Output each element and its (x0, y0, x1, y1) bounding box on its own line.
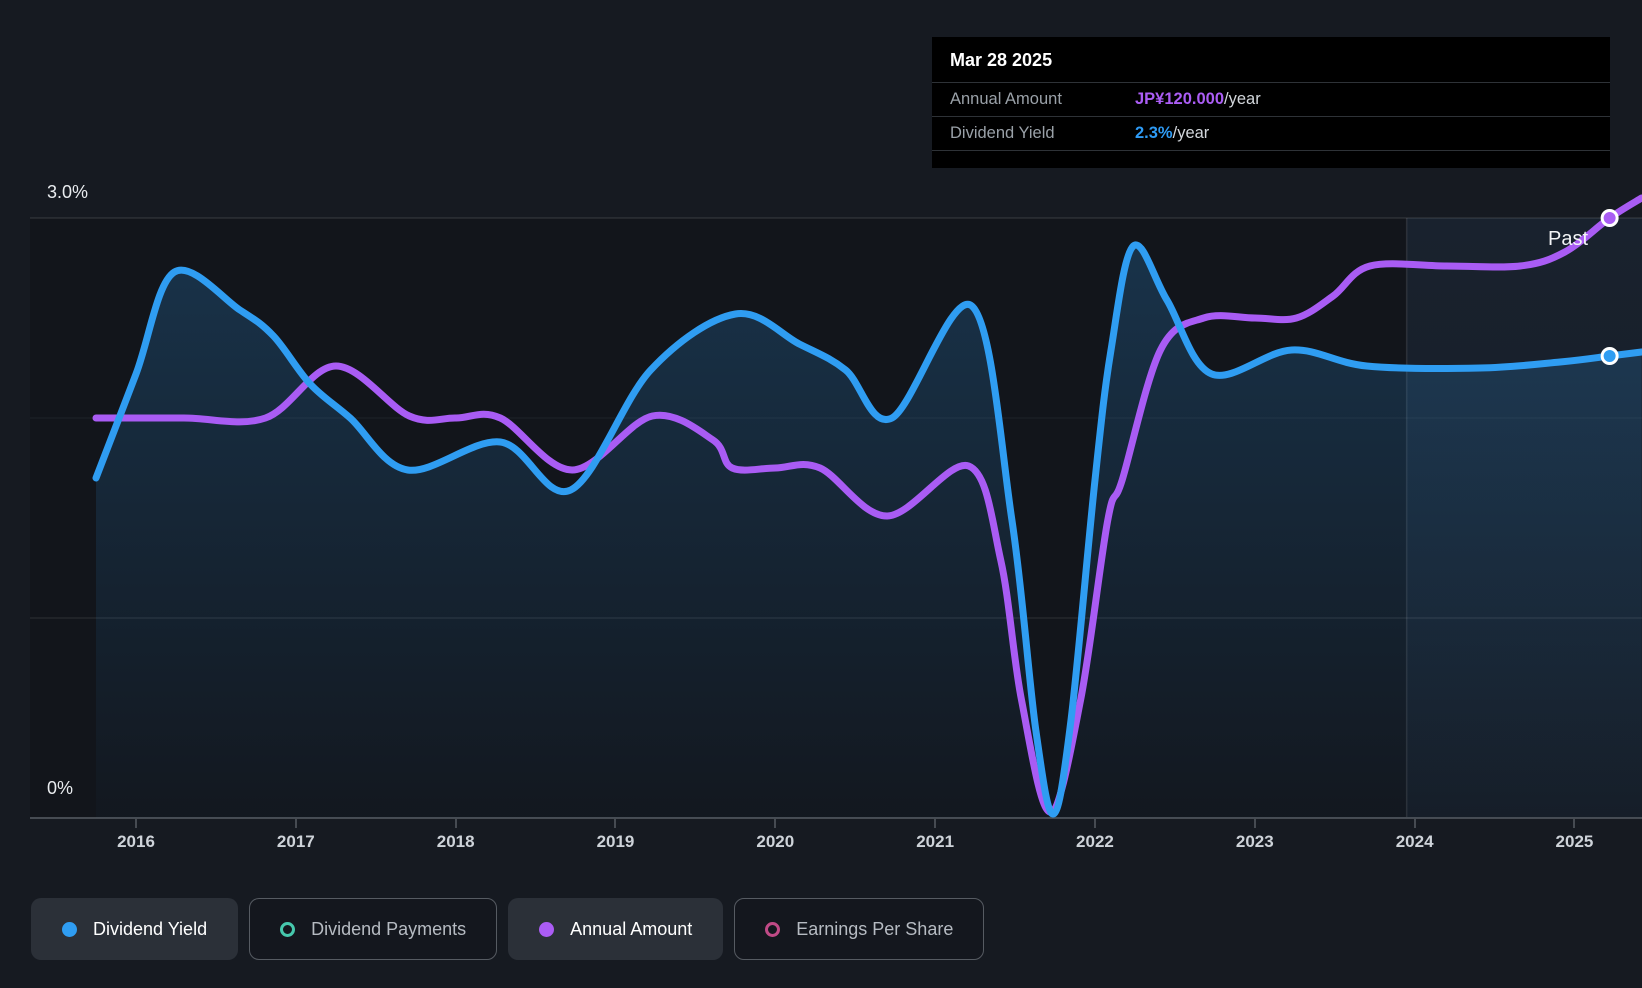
dividend-yield-area-fill (96, 244, 1642, 818)
past-annotation-label: Past (1548, 228, 1589, 250)
annual-amount-end-marker (1600, 209, 1619, 227)
x-axis-tick (1413, 819, 1416, 828)
x-axis-year-2019: 2019 (596, 832, 635, 851)
legend-button-earnings-per-share[interactable]: Earnings Per Share (734, 898, 985, 960)
x-axis-year-2017: 2017 (276, 832, 315, 851)
legend-button-label: Annual Amount (570, 918, 693, 939)
x-axis-tick (614, 819, 617, 828)
x-axis-year-2016: 2016 (117, 832, 155, 851)
chart-tooltip: Mar 28 2025 Annual Amount JP¥120.000/yea… (932, 37, 1610, 168)
x-axis-tick (1573, 819, 1576, 828)
tooltip-suffix: /year (1224, 90, 1261, 108)
annual-amount-line (92, 194, 1642, 816)
x-axis-year-2020: 2020 (756, 832, 795, 851)
tooltip-label: Annual Amount (950, 90, 1062, 108)
filled-series-dot-icon (62, 921, 77, 937)
x-axis-year-2024: 2024 (1395, 832, 1434, 851)
dividend-yield-line (92, 241, 1642, 818)
hollow-series-dot-icon (280, 921, 296, 937)
tooltip-date: Mar 28 2025 (950, 50, 1053, 70)
y-axis-label-bottom: 0% (47, 778, 74, 798)
x-axis-year-2021: 2021 (916, 832, 955, 851)
tooltip-value: JP¥120.000 (1135, 90, 1225, 108)
x-axis-tick (135, 819, 137, 828)
tooltip-label: Dividend Yield (950, 124, 1055, 142)
hollow-series-dot-icon (765, 921, 781, 937)
series-end-markers (1600, 209, 1619, 365)
x-axis-year-2025: 2025 (1555, 832, 1594, 851)
x-axis-tick (454, 819, 457, 828)
legend-button-label: Dividend Yield (93, 918, 208, 939)
legend-button-dividend-payments[interactable]: Dividend Payments (249, 898, 498, 960)
legend-button-dividend-yield[interactable]: Dividend Yield (31, 898, 239, 960)
tooltip-row-dividend-yield: Dividend Yield 2.3%/year (932, 116, 1610, 151)
legend-button-label: Earnings Per Share (796, 918, 954, 939)
tooltip-value: 2.3% (1135, 124, 1173, 142)
x-axis-tick (294, 819, 297, 828)
dividend-yield-end-marker (1600, 347, 1619, 365)
tooltip-suffix: /year (1172, 124, 1210, 142)
tooltip-row-annual-amount: Annual Amount JP¥120.000/year (932, 82, 1610, 116)
x-axis-year-2022: 2022 (1076, 832, 1114, 851)
x-axis-tick (774, 819, 777, 828)
y-axis-label-top: 3.0% (47, 182, 89, 202)
x-axis-year-2018: 2018 (436, 832, 475, 851)
filled-series-dot-icon (539, 921, 555, 937)
x-axis-tick (1253, 819, 1256, 828)
x-axis-tick (1093, 819, 1096, 828)
x-axis-year-2023: 2023 (1235, 832, 1274, 851)
chart-legend: Dividend Yield Dividend Payments Annual Am… (31, 898, 985, 960)
x-axis-tick (934, 819, 937, 828)
legend-button-annual-amount[interactable]: Annual Amount (508, 898, 724, 960)
legend-button-label: Dividend Payments (311, 918, 467, 939)
